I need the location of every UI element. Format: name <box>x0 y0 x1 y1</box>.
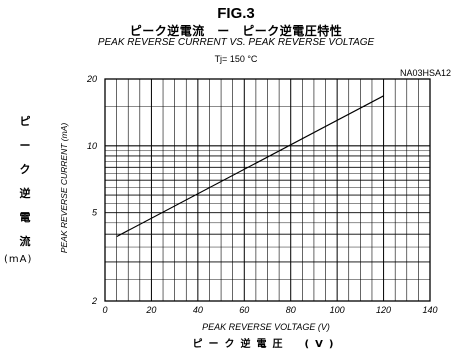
chart-title-english: PEAK REVERSE CURRENT VS. PEAK REVERSE VO… <box>97 37 375 48</box>
y-tick-label: 5 <box>92 208 98 218</box>
x-tick-label: 40 <box>193 305 203 315</box>
x-tick-label: 0 <box>102 305 107 315</box>
figure-code: NA03HSA12 <box>400 68 452 78</box>
x-tick-label: 100 <box>330 305 345 315</box>
x-tick-label: 120 <box>376 305 391 315</box>
x-tick-label: 20 <box>145 305 156 315</box>
y-label-char: 逆 <box>19 187 31 200</box>
series-line <box>116 95 384 238</box>
y-axis-unit: (mA) <box>4 254 33 265</box>
y-label-char: 電 <box>19 211 31 224</box>
x-tick-label: 140 <box>422 305 437 315</box>
y-label-char: ー <box>19 139 31 152</box>
x-tick-label: 60 <box>239 305 249 315</box>
y-tick-label: 20 <box>86 74 97 84</box>
y-label-char: ク <box>19 163 31 176</box>
x-axis-label-japanese: ピーク逆電圧 (V) <box>192 339 340 350</box>
y-tick-label: 2 <box>91 296 97 306</box>
y-tick-label: 10 <box>87 141 97 151</box>
plot-frame <box>104 78 431 302</box>
chart-title-japanese: ピーク逆電流 ー ピーク逆電圧特性 <box>129 24 343 38</box>
figure-label: FIG.3 <box>217 5 255 22</box>
x-tick-label: 80 <box>286 305 296 315</box>
y-axis-label-japanese: ピ ー ク 逆 電 流 <box>14 110 36 254</box>
y-label-char: 流 <box>19 235 31 248</box>
temperature-condition: Tj= 150 °C <box>214 54 258 64</box>
y-label-char: ピ <box>19 115 31 128</box>
x-axis-label: PEAK REVERSE VOLTAGE (V) <box>202 322 330 332</box>
